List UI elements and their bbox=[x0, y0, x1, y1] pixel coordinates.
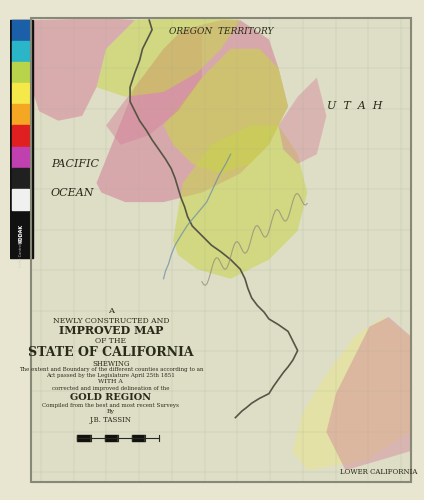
Text: OF THE: OF THE bbox=[95, 338, 126, 345]
Text: Color Control Patches: Color Control Patches bbox=[19, 228, 23, 268]
Polygon shape bbox=[173, 126, 307, 278]
Bar bbox=[12, 168, 30, 188]
Text: Act passed by the Legislature April 25th 1851: Act passed by the Legislature April 25th… bbox=[47, 374, 175, 378]
Bar bbox=[12, 146, 30, 168]
Bar bbox=[12, 84, 30, 104]
Bar bbox=[10, 20, 33, 258]
Polygon shape bbox=[326, 317, 411, 470]
Polygon shape bbox=[97, 18, 240, 97]
Text: OCEAN: OCEAN bbox=[51, 188, 95, 198]
Text: WITH A: WITH A bbox=[98, 380, 123, 384]
Bar bbox=[12, 41, 30, 62]
Bar bbox=[91, 436, 104, 441]
Text: SHEWING: SHEWING bbox=[92, 360, 130, 368]
Bar bbox=[12, 62, 30, 84]
Text: STATE OF CALIFORNIA: STATE OF CALIFORNIA bbox=[28, 346, 194, 359]
Bar bbox=[104, 436, 118, 441]
Text: NEWLY CONSTRUCTED AND: NEWLY CONSTRUCTED AND bbox=[53, 316, 169, 324]
Text: A: A bbox=[108, 308, 114, 316]
Text: corrected and improved delineation of the: corrected and improved delineation of th… bbox=[52, 386, 170, 392]
Bar bbox=[77, 436, 91, 441]
Polygon shape bbox=[106, 30, 202, 144]
Text: IMPROVED MAP: IMPROVED MAP bbox=[59, 325, 163, 336]
Polygon shape bbox=[164, 49, 288, 174]
Bar bbox=[12, 188, 30, 210]
Bar bbox=[12, 20, 30, 41]
Text: GOLD REGION: GOLD REGION bbox=[70, 392, 151, 402]
Text: PACIFIC: PACIFIC bbox=[51, 159, 100, 169]
Text: J.B. TASSIN: J.B. TASSIN bbox=[90, 416, 132, 424]
Polygon shape bbox=[97, 20, 288, 202]
Bar bbox=[12, 126, 30, 146]
Bar bbox=[118, 436, 131, 441]
Bar bbox=[12, 104, 30, 126]
Text: The extent and Boundary of the different counties according to an: The extent and Boundary of the different… bbox=[19, 367, 203, 372]
Bar bbox=[145, 436, 159, 441]
Polygon shape bbox=[293, 317, 411, 470]
Text: KODAK: KODAK bbox=[18, 224, 23, 244]
Text: Compiled from the best and most recent Surveys: Compiled from the best and most recent S… bbox=[42, 403, 179, 408]
Polygon shape bbox=[31, 18, 135, 120]
Text: OREGON  TERRITORY: OREGON TERRITORY bbox=[169, 27, 273, 36]
Polygon shape bbox=[279, 78, 326, 164]
Text: U  T  A  H: U T A H bbox=[327, 102, 383, 112]
Bar bbox=[131, 436, 145, 441]
Text: By: By bbox=[107, 410, 115, 414]
Text: LOWER CALIFORNIA: LOWER CALIFORNIA bbox=[340, 468, 418, 476]
